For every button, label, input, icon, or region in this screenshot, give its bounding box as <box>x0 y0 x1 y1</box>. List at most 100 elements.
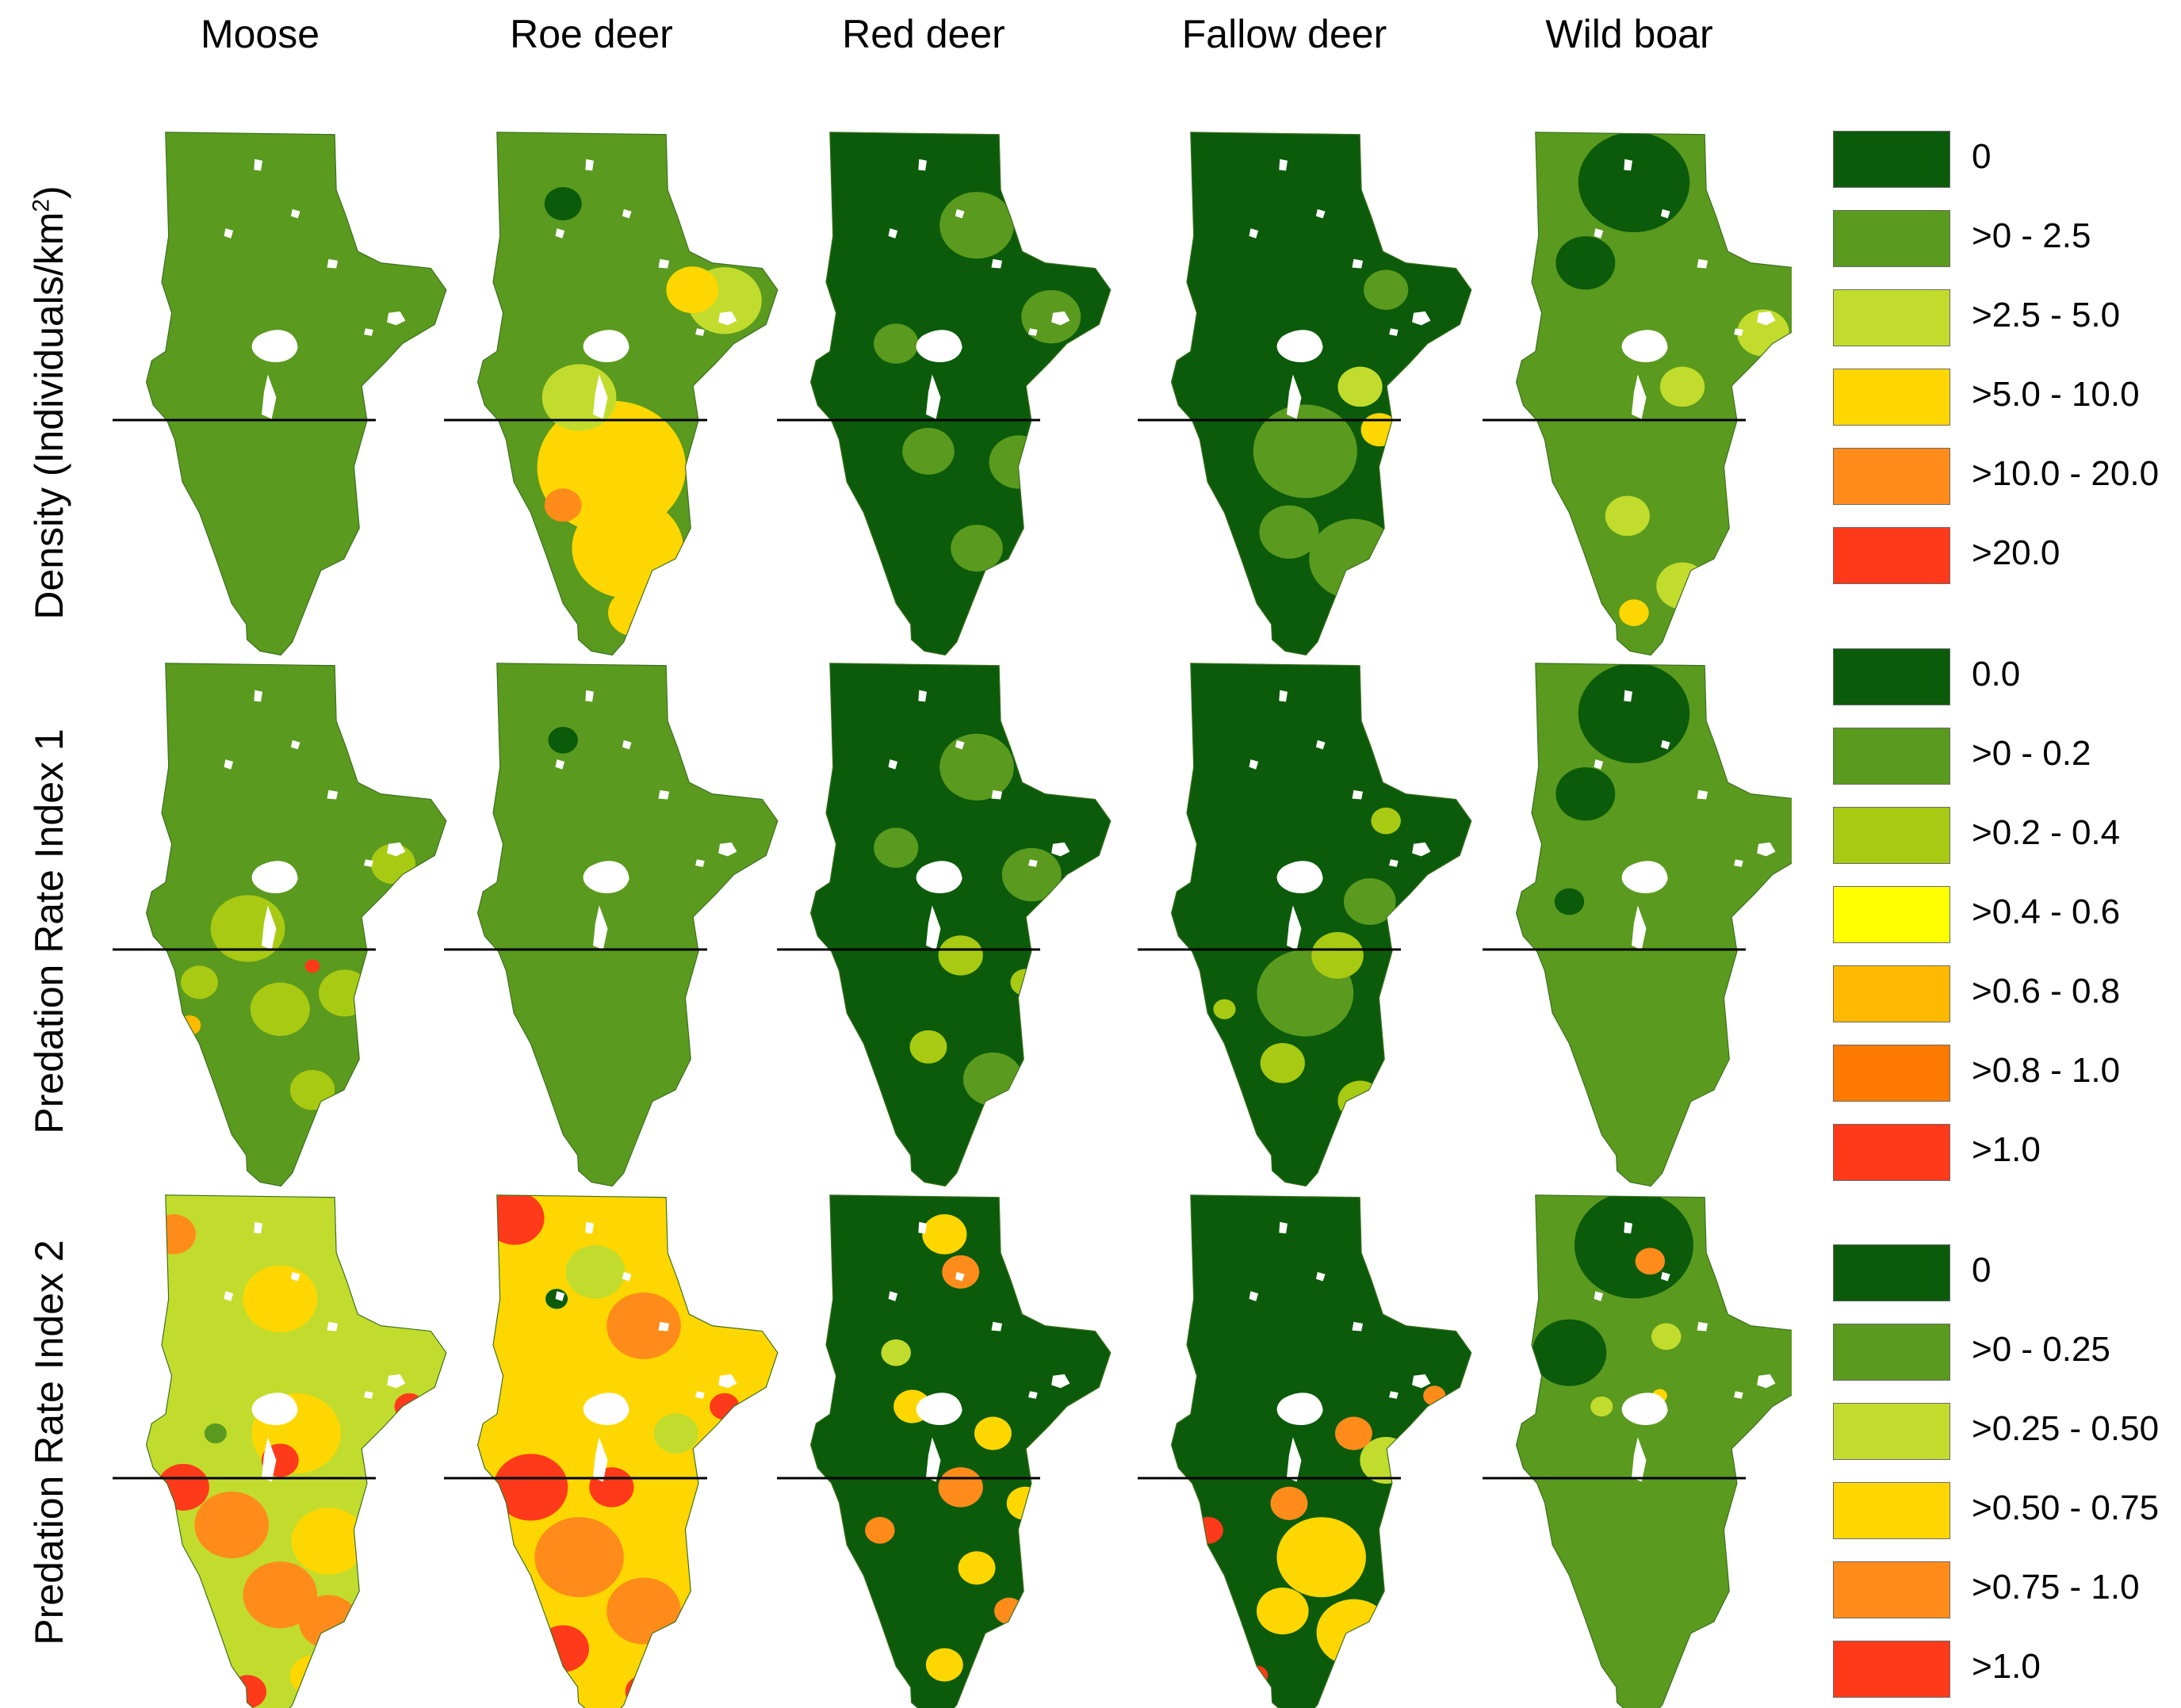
map-patch <box>1371 807 1401 835</box>
map-patch <box>1360 413 1399 447</box>
map-patch <box>289 1069 335 1110</box>
legend-swatch <box>1833 1561 1950 1618</box>
map-patch <box>1364 269 1409 310</box>
map-patch <box>922 1214 967 1255</box>
map-patch <box>653 1413 698 1454</box>
map-patch <box>289 1180 304 1186</box>
map-patch <box>939 733 1014 801</box>
map-patch <box>1720 624 1743 644</box>
map-patch <box>1574 1194 1693 1299</box>
map-patch <box>1260 1042 1305 1083</box>
map-density-roe-deer <box>476 132 779 656</box>
map-patch <box>1276 1517 1366 1598</box>
legend-label: >10.0 - 20.0 <box>1972 454 2160 493</box>
map-patch <box>710 1393 740 1420</box>
map-patch <box>1021 289 1081 344</box>
map-patch <box>1012 596 1050 630</box>
map-index-1-fallow-deer <box>1170 663 1472 1187</box>
column-title-red-deer: Red deer <box>842 12 1005 56</box>
map-patch <box>1335 1416 1372 1450</box>
legend-swatch <box>1833 1482 1950 1539</box>
map-patch <box>939 192 1014 259</box>
map-patch <box>881 1339 911 1366</box>
map-patch <box>243 1561 318 1629</box>
legend-swatch <box>1833 1244 1950 1301</box>
map-density-moose <box>145 132 447 656</box>
map-patch <box>250 982 310 1037</box>
legend-swatch <box>1833 1045 1950 1102</box>
legend-label: >0.75 - 1.0 <box>1972 1568 2140 1607</box>
map-patch <box>629 615 659 643</box>
map-patch <box>1578 663 1690 764</box>
map-patch <box>874 827 919 868</box>
map-patch <box>1245 1665 1268 1686</box>
map-patch <box>565 1245 626 1299</box>
map-patch <box>951 525 1003 572</box>
map-patch <box>1337 366 1383 407</box>
map-patch <box>938 935 983 976</box>
legend-swatch <box>1833 527 1950 584</box>
map-patch <box>974 1416 1012 1450</box>
map-patch <box>925 1648 963 1682</box>
legend-swatch <box>1833 289 1950 346</box>
map-patch <box>865 1516 895 1544</box>
map-patch <box>608 589 660 636</box>
map-patch <box>243 1265 318 1332</box>
map-index-1-moose <box>145 663 447 1187</box>
map-patch <box>394 1393 425 1420</box>
map-patch <box>626 1180 642 1186</box>
map-patch <box>1257 1588 1309 1635</box>
map-patch <box>291 1507 366 1575</box>
map-patch <box>1656 562 1708 609</box>
map-patch <box>1788 337 1792 351</box>
map-index-1-wild-boar <box>1515 663 1792 1187</box>
map-patch <box>874 323 919 364</box>
map-patch <box>1344 878 1396 926</box>
column-title-roe-deer: Roe deer <box>510 12 673 56</box>
map-index-2-fallow-deer <box>1170 1194 1472 1708</box>
map-patch <box>989 435 1049 489</box>
map-density-red-deer <box>809 132 1112 656</box>
map-patch <box>1253 404 1357 499</box>
map-grid <box>113 132 1792 1708</box>
map-patch <box>1001 847 1062 902</box>
legend-label: >20.0 <box>1972 533 2060 572</box>
map-patch <box>958 1551 996 1585</box>
map-patch <box>902 427 955 475</box>
map-patch <box>938 1467 983 1507</box>
legend-label: 0 <box>1972 1251 1992 1290</box>
legend-label: >0.6 - 0.8 <box>1972 972 2121 1011</box>
map-patch <box>1270 1486 1308 1520</box>
legend-swatch <box>1833 210 1950 267</box>
legend-swatch <box>1833 728 1950 785</box>
legend-swatch <box>1833 1324 1950 1381</box>
map-patch <box>942 1255 980 1289</box>
map-patch <box>493 1454 568 1521</box>
legend-label: >1.0 <box>1972 1647 2041 1686</box>
map-patch <box>544 488 582 522</box>
map-patch <box>304 959 320 973</box>
map-patch <box>194 1491 270 1559</box>
map-patch <box>1555 236 1616 290</box>
map-index-1-red-deer <box>809 663 1112 1187</box>
map-patch <box>544 187 582 221</box>
map-patch <box>1590 1396 1613 1417</box>
map-index-2-red-deer <box>809 1194 1112 1708</box>
legend-swatch <box>1833 131 1950 188</box>
map-patch <box>1555 767 1616 821</box>
map-patch <box>1651 1323 1682 1351</box>
map-patch <box>1259 505 1319 559</box>
map-patch <box>319 969 371 1017</box>
map-patch <box>1213 999 1236 1019</box>
map-patch <box>151 1214 196 1255</box>
column-title-moose: Moose <box>200 12 320 56</box>
map-patch <box>289 1655 335 1696</box>
legend-label: >0 - 2.5 <box>1972 216 2091 255</box>
legend-label: >0 - 0.2 <box>1972 734 2091 773</box>
map-patch <box>1311 931 1364 979</box>
map-index-2-moose <box>145 1194 447 1708</box>
map-patch <box>1006 1486 1044 1520</box>
map-patch <box>1532 1319 1607 1386</box>
legend-swatch <box>1833 886 1950 943</box>
map-patch <box>548 727 578 754</box>
